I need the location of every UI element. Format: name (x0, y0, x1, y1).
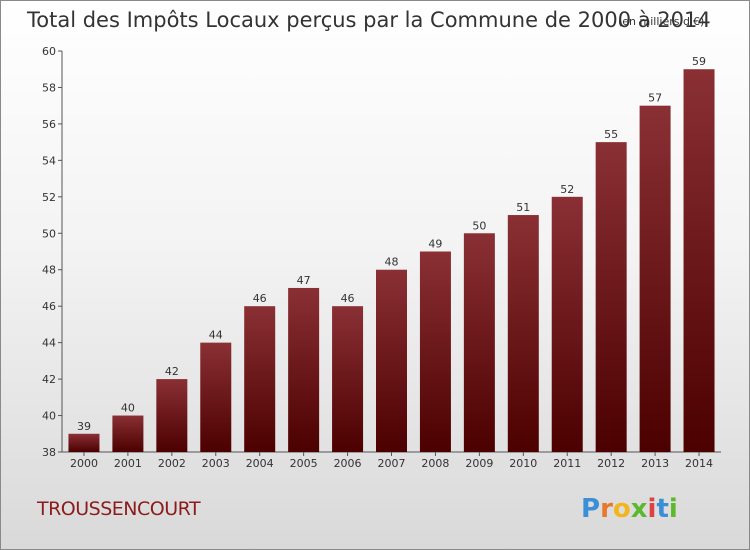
y-tick-label: 56 (42, 118, 56, 131)
x-tick-label-2006: 2006 (334, 457, 362, 470)
y-tick-label: 40 (42, 410, 56, 423)
x-tick-label-2000: 2000 (70, 457, 98, 470)
value-label-2009: 50 (472, 219, 486, 232)
value-label-2011: 52 (560, 183, 574, 196)
logo-letter: i (648, 494, 657, 524)
value-label-2013: 57 (648, 92, 662, 105)
value-label-2010: 51 (516, 201, 530, 214)
chart-title: Total des Impôts Locaux perçus par la Co… (26, 8, 711, 32)
y-tick-label: 38 (42, 446, 56, 459)
logo-letter: P (581, 494, 600, 524)
y-tick-label: 50 (42, 227, 56, 240)
bar-2006 (332, 306, 364, 452)
bar-2000 (68, 433, 100, 452)
logo-letter: i (669, 494, 678, 524)
y-tick-label: 44 (42, 337, 56, 350)
value-label-2002: 42 (165, 365, 179, 378)
bars: 39 40 42 44 46 47 46 48 49 50 51 52 55 57 59 (68, 55, 715, 453)
x-tick-label-2004: 2004 (246, 457, 274, 470)
x-tick-label-2008: 2008 (421, 457, 449, 470)
x-tick-label-2001: 2001 (114, 457, 142, 470)
value-label-2001: 40 (121, 402, 135, 415)
value-label-2014: 59 (692, 55, 706, 68)
value-label-2007: 48 (385, 256, 399, 269)
x-tick-label-2002: 2002 (158, 457, 186, 470)
bar-2010 (507, 215, 539, 452)
bar-2001 (112, 415, 144, 452)
logo-letter: x (631, 494, 648, 524)
bar-2009 (463, 233, 495, 452)
y-tick-label: 42 (42, 373, 56, 386)
bar-2011 (551, 196, 583, 452)
proxiti-logo: Proxiti (581, 494, 678, 524)
y-tick-label: 60 (42, 45, 56, 58)
bar-2012 (595, 142, 627, 453)
x-tick-label-2003: 2003 (202, 457, 230, 470)
x-tick-label-2009: 2009 (465, 457, 493, 470)
value-label-2008: 49 (428, 238, 442, 251)
bar-2002 (156, 379, 188, 452)
bar-2004 (244, 306, 276, 452)
value-label-2012: 55 (604, 128, 618, 141)
x-tick-label-2014: 2014 (685, 457, 713, 470)
y-tick-label: 48 (42, 264, 56, 277)
x-tick-label-2005: 2005 (290, 457, 318, 470)
y-tick-label: 58 (42, 81, 56, 94)
x-tick-label-2007: 2007 (378, 457, 406, 470)
logo-letter: o (613, 494, 631, 524)
value-label-2004: 46 (253, 292, 267, 305)
x-axis: 2000 2001 2002 2003 2004 2005 2006 2007 2008 2009… (62, 451, 721, 470)
logo-letter: t (656, 494, 668, 524)
x-tick-label-2012: 2012 (597, 457, 625, 470)
x-tick-label-2013: 2013 (641, 457, 669, 470)
value-label-2006: 46 (341, 292, 355, 305)
bar-2005 (288, 287, 320, 452)
bar-2014 (683, 69, 715, 453)
y-tick-label: 54 (42, 154, 56, 167)
x-tick-label-2011: 2011 (553, 457, 581, 470)
y-tick-label: 46 (42, 300, 56, 313)
value-label-2000: 39 (77, 420, 91, 433)
y-tick-label: 52 (42, 191, 56, 204)
bar-2003 (200, 342, 232, 452)
bar-2008 (419, 251, 451, 452)
commune-name: TROUSSENCOURT (36, 498, 201, 520)
y-axis: 38 40 42 44 46 48 50 52 54 56 58 60 (42, 45, 63, 459)
x-tick-label-2010: 2010 (509, 457, 537, 470)
bar-2013 (639, 105, 671, 452)
value-label-2003: 44 (209, 329, 223, 342)
logo-letter: r (600, 494, 613, 524)
bar-2007 (376, 269, 407, 452)
chart-title-unit: (en milliers d'€) (618, 15, 704, 28)
value-label-2005: 47 (297, 274, 311, 287)
